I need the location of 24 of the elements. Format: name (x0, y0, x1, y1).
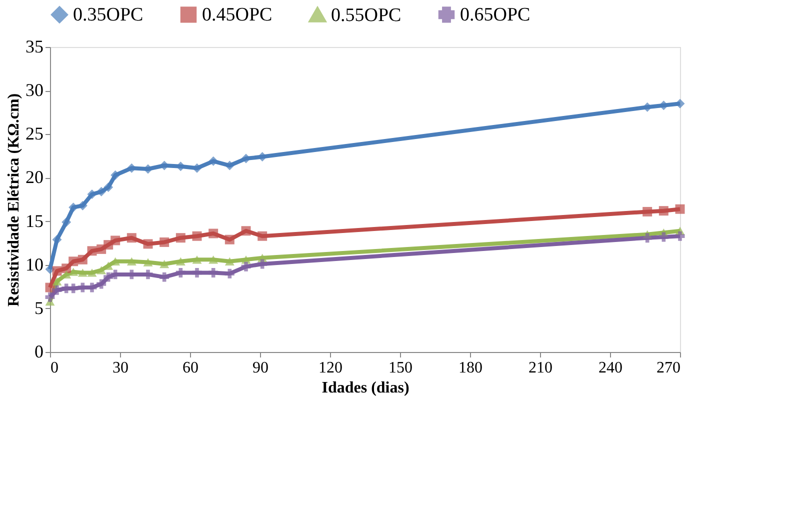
y-tick-label: 0 (34, 342, 44, 362)
legend-label: 0.35OPC (73, 4, 144, 26)
x-tick-label: 30 (112, 360, 128, 376)
x-axis-title: Idades (dias) (322, 380, 410, 396)
y-tick-label: 15 (26, 210, 44, 231)
x-tick-label: 90 (252, 360, 268, 376)
x-tick-label: 150 (388, 360, 412, 376)
legend-label: 0.55OPC (331, 5, 402, 26)
y-tick-label: 25 (26, 124, 44, 144)
y-tick-label: 5 (34, 298, 44, 318)
y-tick-label: 30 (26, 80, 44, 100)
legend-label: 0.65OPC (460, 4, 530, 26)
y-tick-label: 35 (26, 36, 44, 56)
x-tick-label: 60 (182, 360, 198, 376)
x-tick-label: 180 (458, 360, 482, 376)
x-tick-label: 270 (656, 360, 680, 376)
y-tick-label: 20 (26, 167, 44, 188)
legend-label: 0.45OPC (202, 4, 272, 26)
x-tick-label: 210 (528, 360, 552, 376)
y-tick-label: 10 (26, 254, 44, 274)
x-tick-label: 240 (598, 360, 622, 376)
y-axis-title: Resistividade Elétrica (KΩ.cm) (6, 93, 22, 307)
x-tick-label: 0 (50, 360, 58, 376)
x-tick-label: 120 (318, 360, 342, 376)
